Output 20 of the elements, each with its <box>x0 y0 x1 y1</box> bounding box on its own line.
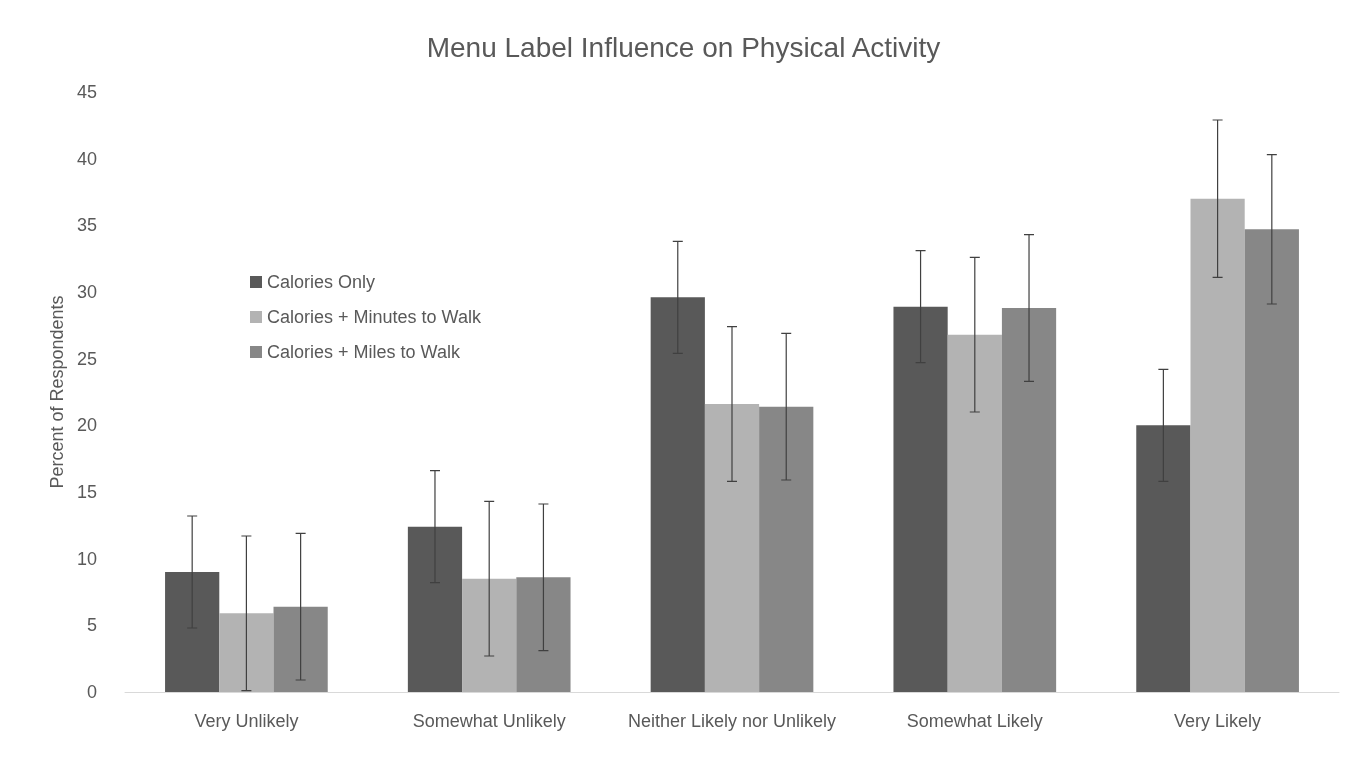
x-tick-label: Somewhat Likely <box>906 711 1043 731</box>
y-tick-label: 15 <box>76 482 97 502</box>
y-tick-label: 35 <box>76 215 97 236</box>
legend-label: Calories + Minutes to Walk <box>267 307 482 327</box>
y-tick-label: 0 <box>86 682 97 702</box>
chart-title: Menu Label Influence on Physical Activity <box>426 31 941 63</box>
y-tick-label: 10 <box>76 548 97 569</box>
y-tick-label: 40 <box>76 148 97 169</box>
x-tick-label: Somewhat Unlikely <box>412 711 566 731</box>
x-tick-label: Neither Likely nor Unlikely <box>627 711 837 731</box>
y-tick-label: 25 <box>76 348 97 369</box>
y-tick-label: 20 <box>76 415 97 436</box>
x-tick-label: Very Likely <box>1174 711 1262 731</box>
y-tick-label: 30 <box>76 282 97 302</box>
y-tick-label: 5 <box>86 615 97 636</box>
y-axis-title: Percent of Respondents <box>47 295 68 489</box>
legend-label: Calories Only <box>267 272 376 292</box>
x-tick-label: Very Unlikely <box>194 711 299 731</box>
legend-label: Calories + Miles to Walk <box>267 342 461 362</box>
y-tick-label: 45 <box>76 82 97 102</box>
